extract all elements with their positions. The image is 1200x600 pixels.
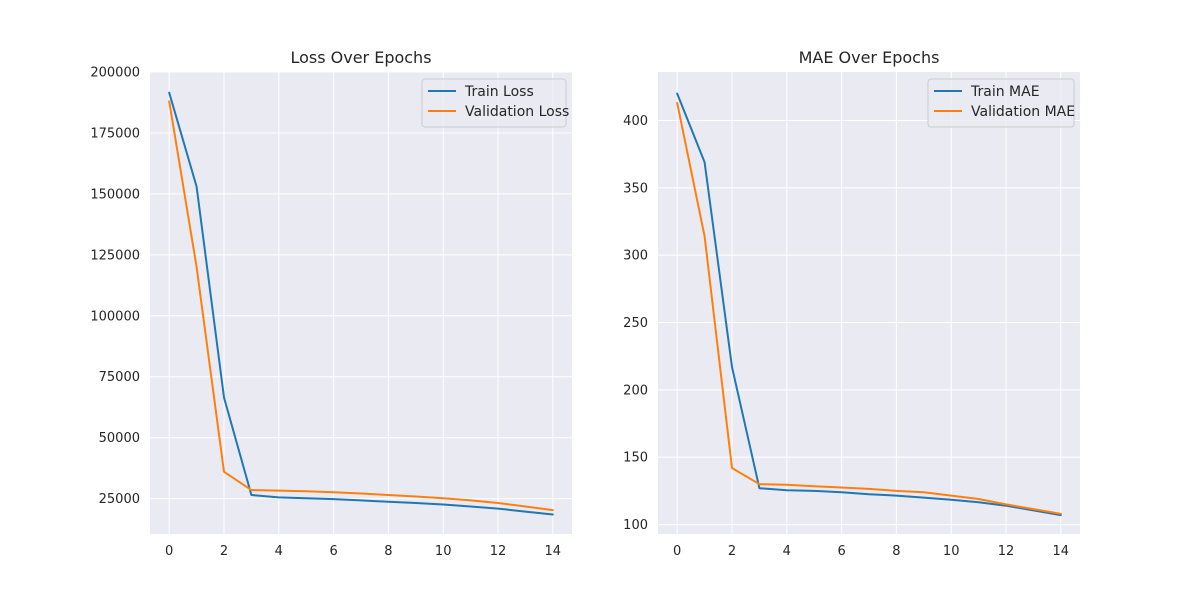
- x-tick-label: 0: [673, 544, 681, 559]
- series-line-1: [168, 100, 554, 512]
- x-tick-label: 12: [998, 544, 1015, 559]
- x-tick-label: 14: [1053, 544, 1070, 559]
- series-line-0: [676, 92, 1062, 517]
- y-tick-label: 200: [623, 383, 648, 398]
- x-tick-label: 4: [275, 544, 283, 559]
- legend-box: [927, 78, 1075, 128]
- y-tick-label: 175000: [90, 126, 140, 141]
- legend: Train Loss Validation Loss: [421, 78, 569, 128]
- y-tick-label: 100000: [90, 309, 140, 324]
- plot-area: [150, 72, 572, 534]
- x-tick-label: 14: [545, 544, 562, 559]
- y-tick-label: 50000: [99, 431, 140, 446]
- legend: Train MAE Validation MAE: [927, 78, 1075, 128]
- x-tick-label: 4: [783, 544, 791, 559]
- y-tick-label: 350: [623, 181, 648, 196]
- chart-title: MAE Over Epochs: [799, 48, 940, 67]
- y-tick-label: 150000: [90, 187, 140, 202]
- legend-label: Validation Loss: [465, 104, 569, 120]
- y-tick-label: 100: [623, 518, 648, 533]
- y-tick-label: 150: [623, 451, 648, 466]
- x-tick-label: 6: [837, 544, 845, 559]
- x-tick-label: 6: [329, 544, 337, 559]
- x-tick-label: 0: [165, 544, 173, 559]
- chart-title: Loss Over Epochs: [290, 48, 431, 67]
- y-tick-label: 400: [623, 114, 648, 129]
- x-tick-label: 2: [728, 544, 736, 559]
- y-tick-label: 200000: [90, 66, 140, 81]
- y-tick-label: 250: [623, 316, 648, 331]
- series-line-0: [168, 91, 554, 516]
- plot-area: [658, 72, 1080, 534]
- legend-label: Train Loss: [464, 84, 534, 100]
- y-tick-label: 75000: [99, 370, 140, 385]
- legend-label: Train MAE: [970, 84, 1040, 100]
- x-tick-label: 2: [220, 544, 228, 559]
- y-tick-label: 125000: [90, 248, 140, 263]
- series-line-1: [676, 102, 1062, 515]
- mae-chart: 0 2 4 6 8 10 12 14 100 150 200 250 300 350 400 MAE Over…: [623, 48, 1080, 559]
- legend-box: [421, 78, 567, 128]
- y-tick-label: 25000: [99, 492, 140, 507]
- y-tick-label: 300: [623, 249, 648, 264]
- x-tick-label: 10: [435, 544, 452, 559]
- x-tick-label: 8: [892, 544, 900, 559]
- x-tick-label: 12: [490, 544, 507, 559]
- legend-label: Validation MAE: [971, 104, 1075, 120]
- x-tick-label: 8: [384, 544, 392, 559]
- x-tick-label: 10: [943, 544, 960, 559]
- loss-chart: 0 2 4 6 8 10 12 14 25000 50000 75000 100000 125000 15…: [90, 48, 572, 559]
